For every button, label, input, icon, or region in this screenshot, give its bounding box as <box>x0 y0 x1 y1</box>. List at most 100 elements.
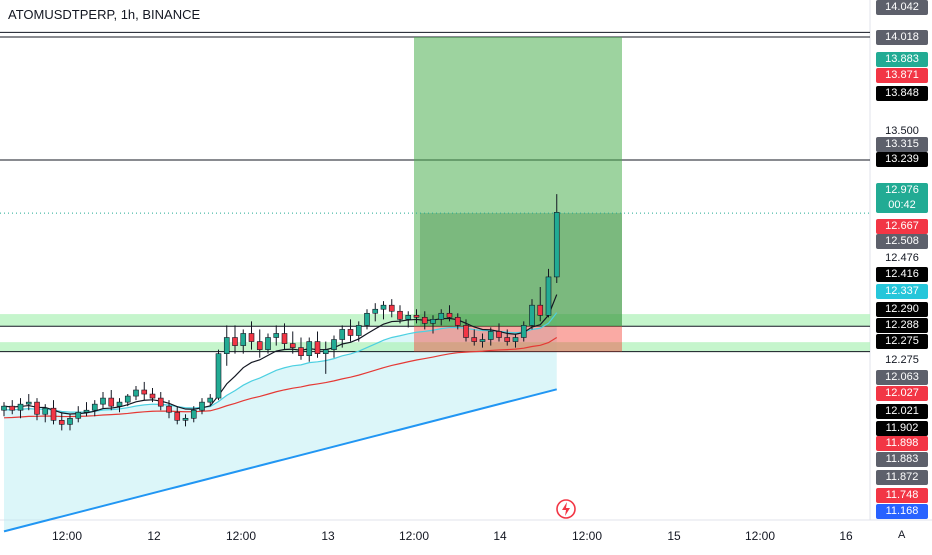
candle-body <box>67 417 73 425</box>
candle-body <box>545 276 552 316</box>
ema-fast-line <box>3 294 558 415</box>
candle-body <box>289 343 296 348</box>
ema-slow-line <box>3 336 558 419</box>
candle-body <box>265 337 271 350</box>
candle-body <box>537 304 544 316</box>
candle-body <box>454 317 461 326</box>
price-label: 13.315 <box>876 137 928 152</box>
symbol-title: ATOMUSDTPERP, 1h, BINANCE <box>8 7 201 22</box>
price-label: 12.275 <box>876 334 928 349</box>
candle-body <box>298 347 304 356</box>
price-label: 12.027 <box>876 386 928 401</box>
price-label: 11.898 <box>876 436 928 451</box>
time-tick-label: 13 <box>321 529 335 543</box>
candle-body <box>9 405 16 411</box>
price-label: 12.063 <box>876 370 928 385</box>
candle-body <box>364 312 370 326</box>
candle-body <box>405 314 412 320</box>
price-label: 13.500 <box>885 125 919 137</box>
candle-body <box>529 304 535 326</box>
candle-body <box>446 312 453 318</box>
candle-body <box>223 337 230 354</box>
candle-body <box>215 353 222 399</box>
price-label: 12.976 00:42 <box>876 183 928 213</box>
ema-cloud <box>4 312 557 532</box>
candle-body <box>34 401 40 415</box>
candle-body <box>339 329 346 340</box>
lightning-icon[interactable] <box>555 498 577 520</box>
price-label: 13.883 <box>876 52 928 67</box>
price-label: 14.042 <box>876 0 928 15</box>
candle-body <box>520 325 527 338</box>
position-progress-zone <box>420 213 622 327</box>
price-label: 11.168 <box>876 504 928 519</box>
candle-body <box>413 314 420 318</box>
candle-body <box>430 319 436 324</box>
candle-body <box>512 337 519 342</box>
price-label: 12.021 <box>876 404 928 419</box>
price-label: 11.748 <box>876 488 928 503</box>
candle-body <box>314 341 321 354</box>
candle-body <box>487 331 494 340</box>
candle-body <box>190 409 197 419</box>
time-tick-label: 14 <box>493 529 507 543</box>
candle-body <box>347 329 354 336</box>
candle-body <box>306 341 313 356</box>
price-label: 12.508 <box>876 234 928 249</box>
candle-body <box>479 339 486 342</box>
support-band <box>0 342 870 352</box>
candle-body <box>388 304 395 312</box>
candle-body <box>1 405 7 411</box>
price-label: 12.275 <box>885 354 919 366</box>
candle-body <box>83 409 90 413</box>
candle-body <box>553 212 560 278</box>
candle-body <box>149 393 156 399</box>
candle-body <box>372 308 379 314</box>
time-tick-label: 12 <box>147 529 161 543</box>
candle-body <box>50 407 57 421</box>
price-label: 12.288 <box>876 318 928 333</box>
position-target-zone <box>414 37 622 327</box>
candle-body <box>273 333 280 338</box>
candle-body <box>207 397 214 403</box>
candle-body <box>182 417 189 421</box>
time-tick-label: 12:00 <box>51 529 83 543</box>
candle-body <box>141 389 148 395</box>
time-tick-label: 16 <box>839 529 853 543</box>
candle-body <box>281 333 288 344</box>
price-label: 12.290 <box>876 302 928 317</box>
candle-body <box>42 407 49 415</box>
candle-body <box>504 337 511 342</box>
candle-body <box>232 337 238 346</box>
candle-body <box>471 337 478 342</box>
bar-countdown: 00:42 <box>888 199 916 211</box>
price-label: 11.902 <box>876 421 928 436</box>
candle-body <box>75 411 82 419</box>
candle-body <box>355 325 362 336</box>
price-label: 12.337 <box>876 284 928 299</box>
candle-body <box>199 401 205 411</box>
candle-body <box>438 312 445 320</box>
auto-scale-button[interactable]: A <box>898 529 906 541</box>
price-label: 12.416 <box>876 267 928 282</box>
price-label: 12.476 <box>885 252 919 264</box>
candle-body <box>100 397 106 405</box>
candle-body <box>463 325 469 338</box>
time-tick-label: 12:00 <box>744 529 776 543</box>
candle-body <box>256 341 263 350</box>
time-tick-label: 15 <box>667 529 681 543</box>
candle-body <box>25 401 32 405</box>
candle-body <box>380 304 387 310</box>
price-label: 13.871 <box>876 68 928 83</box>
candle-body <box>496 331 502 338</box>
time-tick-label: 12:00 <box>225 529 257 543</box>
candle-body <box>166 405 172 413</box>
candle-body <box>58 420 65 425</box>
price-label: 14.018 <box>876 30 928 45</box>
candle-body <box>240 333 247 346</box>
time-tick-label: 12:00 <box>571 529 603 543</box>
time-tick-label: 12:00 <box>398 529 430 543</box>
ema-long-line <box>3 388 557 533</box>
